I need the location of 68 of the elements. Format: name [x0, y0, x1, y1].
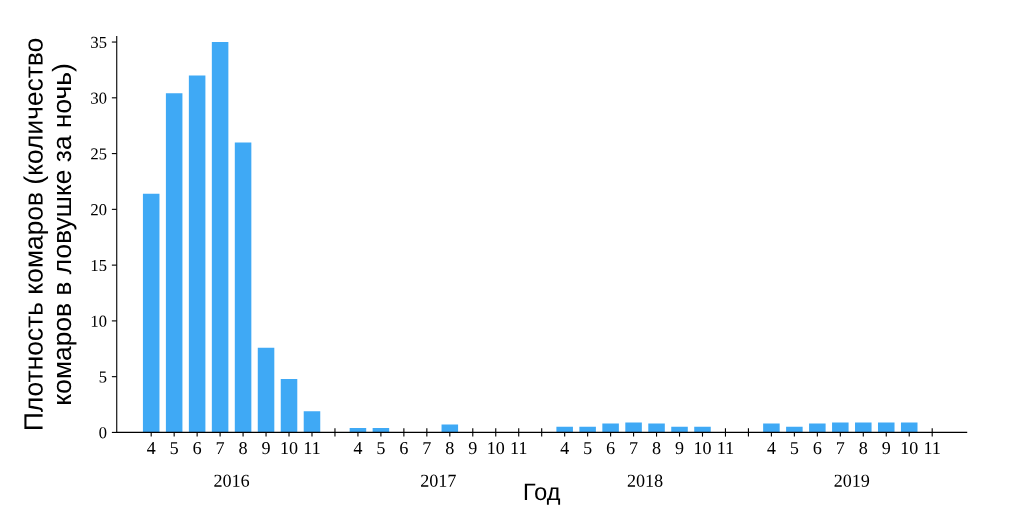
bar: [142, 193, 160, 433]
x-tick-label: 10: [488, 441, 505, 455]
x-tick-label: 8: [445, 441, 454, 455]
bar: [602, 423, 619, 433]
bar: [165, 93, 183, 433]
x-tick-label: 4: [560, 442, 569, 454]
x-tick-label: 4: [147, 442, 156, 454]
x-tick-label: 8: [239, 441, 247, 455]
x-tick-label: 5: [790, 442, 799, 455]
x-tick-label: 9: [262, 442, 270, 455]
bar: [211, 42, 229, 433]
x-tick-label: 11: [511, 442, 527, 454]
x-axis-title: Год: [524, 483, 561, 505]
y-tick-label: 5: [99, 371, 107, 383]
bar: [579, 426, 596, 433]
y-tick-label: 30: [91, 92, 107, 104]
bar: [900, 422, 918, 433]
x-tick-label: 9: [882, 442, 891, 455]
x-tick-label: 8: [859, 441, 868, 455]
x-tick-label: 9: [675, 442, 684, 455]
bar: [648, 423, 665, 433]
x-tick-label: 5: [170, 442, 178, 455]
x-tick-label: 8: [652, 441, 661, 455]
bar: [786, 426, 803, 433]
y-tick-label: 35: [91, 36, 107, 48]
bar: [303, 411, 321, 433]
x-tick-label: 10: [281, 441, 298, 455]
x-tick-label: 4: [353, 442, 363, 454]
y-tick-label: 0: [99, 427, 107, 439]
x-tick-label: 7: [836, 442, 845, 454]
x-tick-label: 6: [400, 442, 408, 455]
bar: [257, 347, 275, 433]
y-tick-label: 15: [91, 259, 107, 272]
bar: [694, 426, 711, 433]
bar: [809, 423, 826, 433]
text: 2019: [834, 474, 870, 487]
bar: [832, 422, 849, 433]
text: 2016: [214, 474, 250, 487]
bar: [855, 422, 872, 433]
y-tick-label: 25: [91, 148, 107, 160]
bar: [188, 75, 206, 433]
bar: [556, 426, 573, 433]
x-tick-label: 9: [468, 442, 477, 455]
bar: [280, 378, 298, 433]
bar: [671, 426, 688, 433]
y-tick-label: 20: [91, 204, 107, 216]
x-tick-label: 11: [718, 442, 734, 454]
y-axis-title: Плотность комаров (количество комаров в ловушке за ночь): [23, 38, 77, 430]
x-tick-label: 6: [813, 442, 822, 455]
bar: [625, 422, 642, 433]
x-tick-label: 11: [925, 442, 940, 454]
x-tick-label: 5: [584, 442, 592, 455]
y-tick-label: 10: [91, 315, 107, 327]
x-tick-label: 10: [695, 441, 711, 455]
x-tick-label: 7: [630, 442, 638, 454]
x-tick-label: 6: [193, 442, 202, 455]
bar: [763, 423, 780, 433]
x-tick-label: 7: [423, 442, 431, 454]
x-tick-label: 7: [216, 442, 225, 454]
x-tick-label: 6: [606, 442, 615, 455]
bar: [234, 142, 252, 433]
x-tick-label: 11: [304, 442, 320, 454]
x-tick-label: 5: [377, 442, 385, 455]
text: 2017: [421, 474, 456, 487]
x-tick-label: 10: [901, 441, 918, 455]
text: 2018: [627, 474, 663, 487]
x-tick-label: 4: [767, 442, 776, 454]
bar: [877, 422, 895, 433]
